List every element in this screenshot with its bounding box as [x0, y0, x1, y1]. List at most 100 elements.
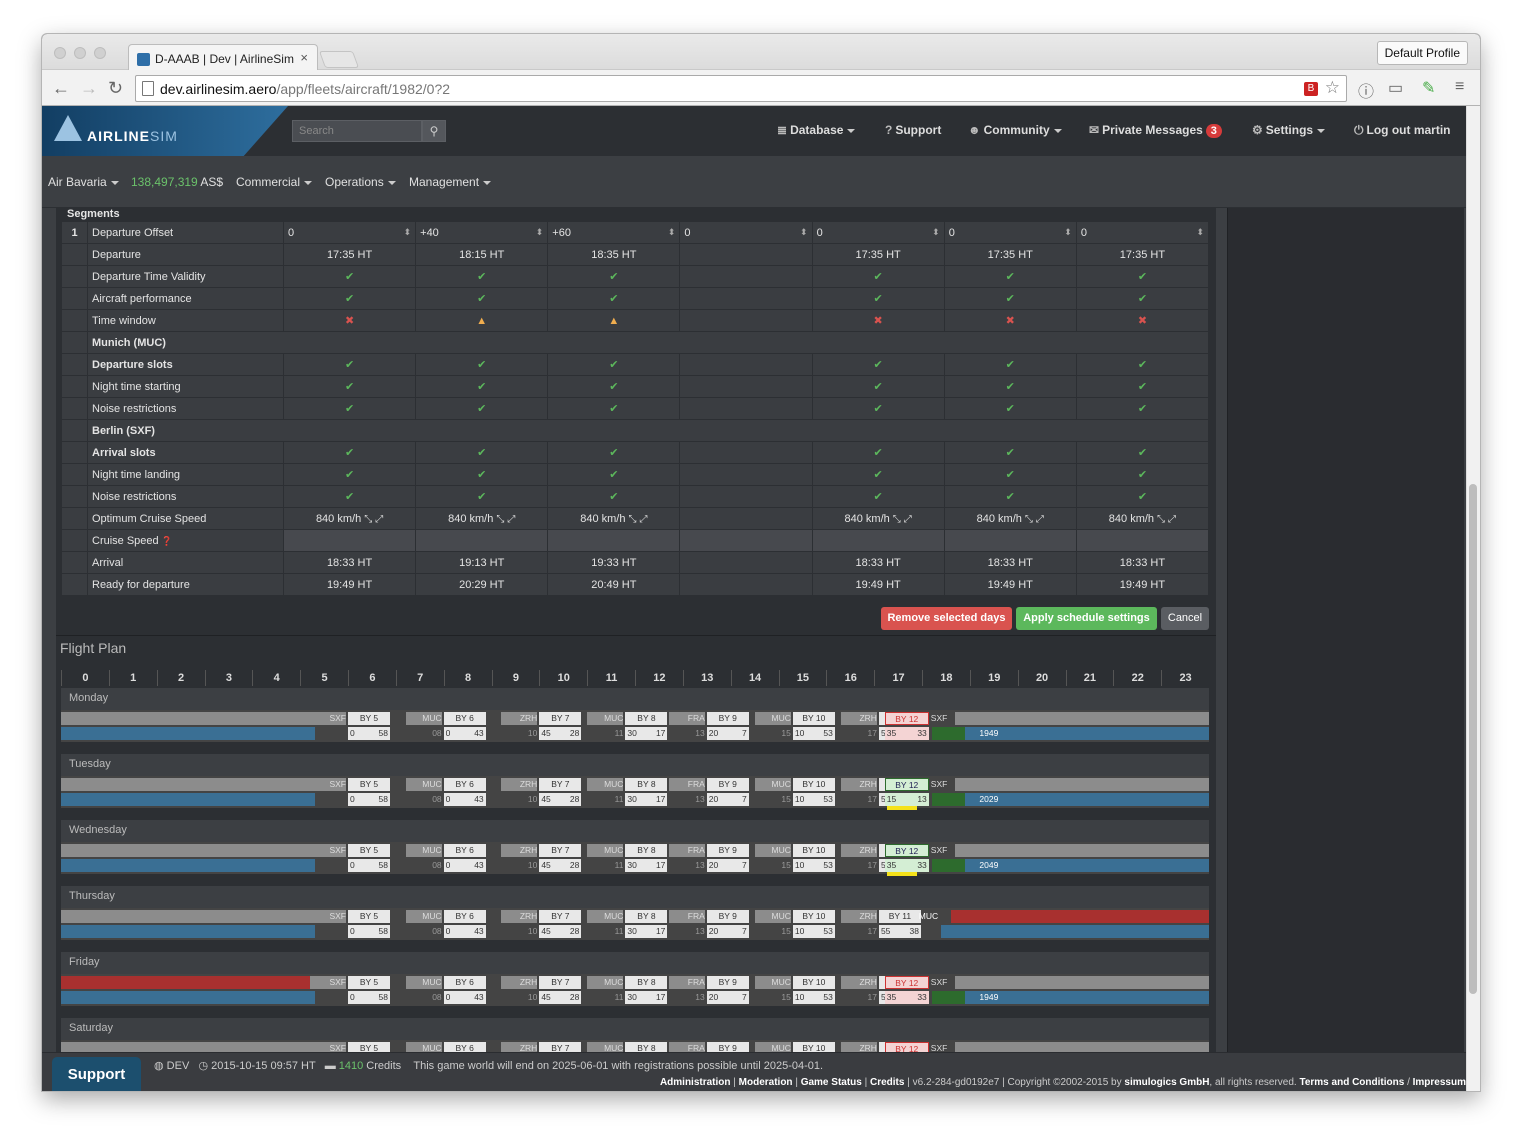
flight-block[interactable]: BY 6	[443, 844, 486, 857]
management-menu[interactable]: Management	[409, 175, 492, 189]
scrollbar[interactable]	[1466, 106, 1480, 1091]
offset-select[interactable]: +60 ⬍	[552, 227, 675, 239]
proposed-flight-block[interactable]: BY 12	[884, 778, 929, 791]
flight-block[interactable]: BY 10	[792, 778, 835, 791]
flight-block[interactable]: BY 10	[792, 976, 835, 989]
info-icon[interactable]: ⓘ	[1358, 84, 1375, 101]
spinner-icon[interactable]: ⬍	[1064, 226, 1072, 237]
flight-block[interactable]: BY 8	[625, 844, 668, 857]
footer-link-credits[interactable]: Credits	[870, 1077, 905, 1088]
flight-block[interactable]: BY 7	[539, 910, 582, 923]
proposed-flight-block[interactable]: BY 12	[884, 976, 929, 989]
expand-icon[interactable]: ⤢	[903, 513, 912, 525]
nav-support[interactable]: ? Support	[885, 123, 941, 137]
extension-badge-icon[interactable]: B	[1304, 82, 1318, 96]
window-minimize-dot[interactable]	[74, 47, 86, 59]
flight-block[interactable]: BY 7	[539, 1042, 582, 1054]
offset-select[interactable]: 0 ⬍	[1081, 227, 1204, 239]
compress-icon[interactable]: ⤡	[1157, 513, 1166, 525]
scrollbar-thumb[interactable]	[1469, 484, 1477, 994]
proposed-flight-block[interactable]: BY 12	[884, 1042, 929, 1054]
nav-community[interactable]: ☻ Community	[968, 123, 1062, 137]
back-icon[interactable]: ←	[52, 78, 70, 98]
compress-icon[interactable]: ⤡	[628, 513, 637, 525]
spinner-icon[interactable]: ⬍	[535, 226, 544, 237]
flight-block[interactable]: BY 11	[878, 910, 921, 923]
flight-block[interactable]: BY 5	[348, 844, 390, 857]
compress-icon[interactable]: ⤡	[1024, 513, 1033, 525]
flight-block[interactable]: BY 7	[539, 976, 582, 989]
footer-link-game-status[interactable]: Game Status	[800, 1077, 862, 1088]
flight-block[interactable]: BY 5	[348, 712, 390, 725]
spinner-icon[interactable]: ⬍	[1196, 226, 1204, 237]
flight-block[interactable]: BY 5	[348, 910, 390, 923]
flight-block[interactable]: BY 6	[443, 910, 486, 923]
flight-block[interactable]: BY 10	[792, 844, 835, 857]
proposed-flight-block[interactable]: BY 12	[884, 712, 929, 725]
flight-block[interactable]: BY 8	[625, 910, 668, 923]
proposed-flight-block[interactable]: BY 12	[884, 844, 929, 857]
offset-select[interactable]: 0 ⬍	[684, 227, 807, 239]
apply-schedule-settings-button[interactable]: Apply schedule settings	[1016, 607, 1157, 630]
support-button[interactable]: Support	[52, 1057, 141, 1091]
browser-tab[interactable]: D-AAAB | Dev | AirlineSim ×	[128, 44, 318, 71]
window-close-dot[interactable]	[54, 47, 66, 59]
flight-block[interactable]: BY 9	[706, 712, 749, 725]
terms-link[interactable]: Terms and Conditions	[1299, 1077, 1405, 1088]
flight-block[interactable]: BY 5	[348, 1042, 390, 1054]
nav-database[interactable]: ≣ Database	[777, 123, 856, 137]
address-field[interactable]: dev.airlinesim.aero/app/fleets/aircraft/…	[135, 75, 1347, 102]
new-tab-button[interactable]	[318, 51, 360, 68]
airline-menu[interactable]: Air Bavaria	[48, 175, 119, 189]
flight-block[interactable]: BY 5	[348, 976, 390, 989]
spinner-icon[interactable]: ⬍	[667, 226, 676, 237]
compress-icon[interactable]: ⤡	[364, 513, 373, 525]
impressum-link[interactable]: Impressum	[1412, 1077, 1466, 1088]
flight-block[interactable]: BY 6	[443, 1042, 486, 1054]
remove-selected-days-button[interactable]: Remove selected days	[881, 607, 1012, 630]
flight-block[interactable]: BY 9	[706, 1042, 749, 1054]
expand-icon[interactable]: ⤢	[1168, 513, 1177, 525]
reload-icon[interactable]: ↻	[108, 78, 124, 98]
spinner-icon[interactable]: ⬍	[800, 226, 808, 237]
expand-icon[interactable]: ⤢	[375, 513, 384, 525]
flight-block[interactable]: BY 7	[539, 844, 582, 857]
flight-block[interactable]: BY 8	[625, 778, 668, 791]
search-input[interactable]: Search	[292, 120, 422, 142]
offset-select[interactable]: 0 ⬍	[288, 227, 411, 239]
nav-logout[interactable]: ⏻ Log out martin	[1354, 123, 1451, 138]
compress-icon[interactable]: ⤡	[892, 513, 901, 525]
bookmark-star-icon[interactable]: ☆	[1324, 78, 1340, 97]
cast-icon[interactable]: ▭	[1388, 80, 1404, 97]
forward-icon[interactable]: →	[80, 78, 98, 98]
flight-block[interactable]: BY 10	[792, 910, 835, 923]
dropper-icon[interactable]: ✎	[1422, 80, 1436, 97]
cancel-button[interactable]: Cancel	[1161, 607, 1209, 630]
flight-block[interactable]: BY 9	[706, 910, 749, 923]
expand-icon[interactable]: ⤢	[1035, 513, 1044, 525]
operations-menu[interactable]: Operations	[325, 175, 396, 189]
help-icon[interactable]: ❓	[158, 535, 173, 546]
flight-block[interactable]: BY 9	[706, 778, 749, 791]
flight-block[interactable]: BY 8	[625, 1042, 668, 1054]
offset-select[interactable]: +40 ⬍	[420, 227, 543, 239]
flight-block[interactable]: BY 6	[443, 976, 486, 989]
menu-icon[interactable]: ≡	[1455, 78, 1465, 95]
flight-block[interactable]: BY 6	[443, 778, 486, 791]
flight-block[interactable]: BY 9	[706, 844, 749, 857]
flight-block[interactable]: BY 10	[792, 712, 835, 725]
spinner-icon[interactable]: ⬍	[403, 226, 412, 237]
footer-link-administration[interactable]: Administration	[659, 1077, 731, 1088]
flight-block[interactable]: BY 9	[706, 976, 749, 989]
nav-settings[interactable]: ⚙ Settings	[1252, 123, 1326, 137]
spinner-icon[interactable]: ⬍	[932, 226, 940, 237]
nav-private-messages[interactable]: ✉ Private Messages 3	[1089, 123, 1222, 138]
flight-block[interactable]: BY 6	[443, 712, 486, 725]
flight-block[interactable]: BY 7	[539, 778, 582, 791]
offset-select[interactable]: 0 ⬍	[817, 227, 940, 239]
